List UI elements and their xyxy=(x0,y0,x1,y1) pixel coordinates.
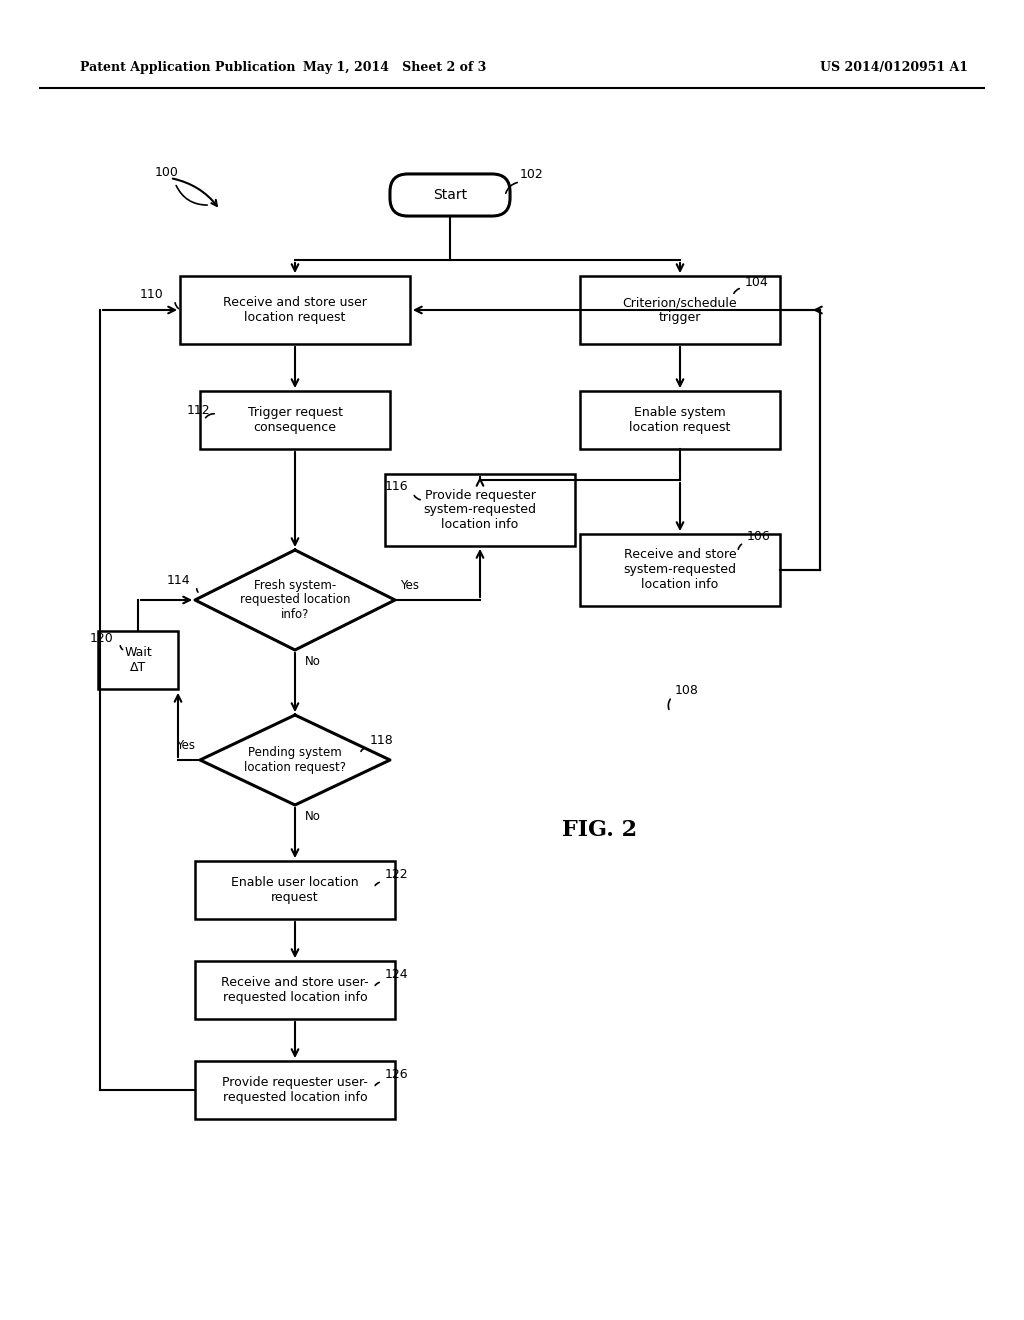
Text: 124: 124 xyxy=(385,969,409,982)
Text: US 2014/0120951 A1: US 2014/0120951 A1 xyxy=(820,62,968,74)
Text: Provide requester
system-requested
location info: Provide requester system-requested locat… xyxy=(424,488,537,532)
Text: FIG. 2: FIG. 2 xyxy=(562,818,638,841)
Text: Trigger request
consequence: Trigger request consequence xyxy=(248,407,342,434)
FancyBboxPatch shape xyxy=(385,474,575,546)
Text: Receive and store user-
requested location info: Receive and store user- requested locati… xyxy=(221,975,369,1005)
Text: 102: 102 xyxy=(520,169,544,181)
FancyBboxPatch shape xyxy=(580,391,780,449)
FancyBboxPatch shape xyxy=(180,276,410,345)
Text: Provide requester user-
requested location info: Provide requester user- requested locati… xyxy=(222,1076,368,1104)
Text: Enable user location
request: Enable user location request xyxy=(231,876,358,904)
FancyBboxPatch shape xyxy=(195,961,395,1019)
Text: 120: 120 xyxy=(89,631,113,644)
FancyBboxPatch shape xyxy=(580,535,780,606)
Text: Fresh system-
requested location
info?: Fresh system- requested location info? xyxy=(240,578,350,622)
Text: May 1, 2014   Sheet 2 of 3: May 1, 2014 Sheet 2 of 3 xyxy=(303,62,486,74)
Text: 122: 122 xyxy=(385,869,409,882)
Text: Yes: Yes xyxy=(400,579,419,591)
Text: Start: Start xyxy=(433,187,467,202)
FancyBboxPatch shape xyxy=(390,174,510,216)
Polygon shape xyxy=(195,550,395,649)
Text: 106: 106 xyxy=(746,531,771,544)
FancyBboxPatch shape xyxy=(98,631,178,689)
Text: Yes: Yes xyxy=(176,739,195,752)
Text: No: No xyxy=(305,810,321,822)
Text: Pending system
location request?: Pending system location request? xyxy=(244,746,346,774)
Text: Receive and store
system-requested
location info: Receive and store system-requested locat… xyxy=(624,549,736,591)
Text: 114: 114 xyxy=(166,573,190,586)
FancyBboxPatch shape xyxy=(195,1061,395,1119)
FancyBboxPatch shape xyxy=(200,391,390,449)
Text: Wait
ΔT: Wait ΔT xyxy=(124,645,152,675)
Text: Criterion/schedule
trigger: Criterion/schedule trigger xyxy=(623,296,737,323)
Text: 112: 112 xyxy=(186,404,210,417)
Text: 104: 104 xyxy=(745,276,769,289)
Text: 108: 108 xyxy=(675,684,698,697)
FancyBboxPatch shape xyxy=(195,861,395,919)
Text: Patent Application Publication: Patent Application Publication xyxy=(80,62,296,74)
Text: 116: 116 xyxy=(384,479,408,492)
Text: Enable system
location request: Enable system location request xyxy=(630,407,731,434)
Text: Receive and store user
location request: Receive and store user location request xyxy=(223,296,367,323)
Text: No: No xyxy=(305,655,321,668)
Text: 100: 100 xyxy=(155,165,179,178)
Polygon shape xyxy=(200,715,390,805)
Text: 118: 118 xyxy=(370,734,394,747)
Text: 110: 110 xyxy=(139,289,163,301)
Text: 126: 126 xyxy=(385,1068,409,1081)
FancyBboxPatch shape xyxy=(580,276,780,345)
